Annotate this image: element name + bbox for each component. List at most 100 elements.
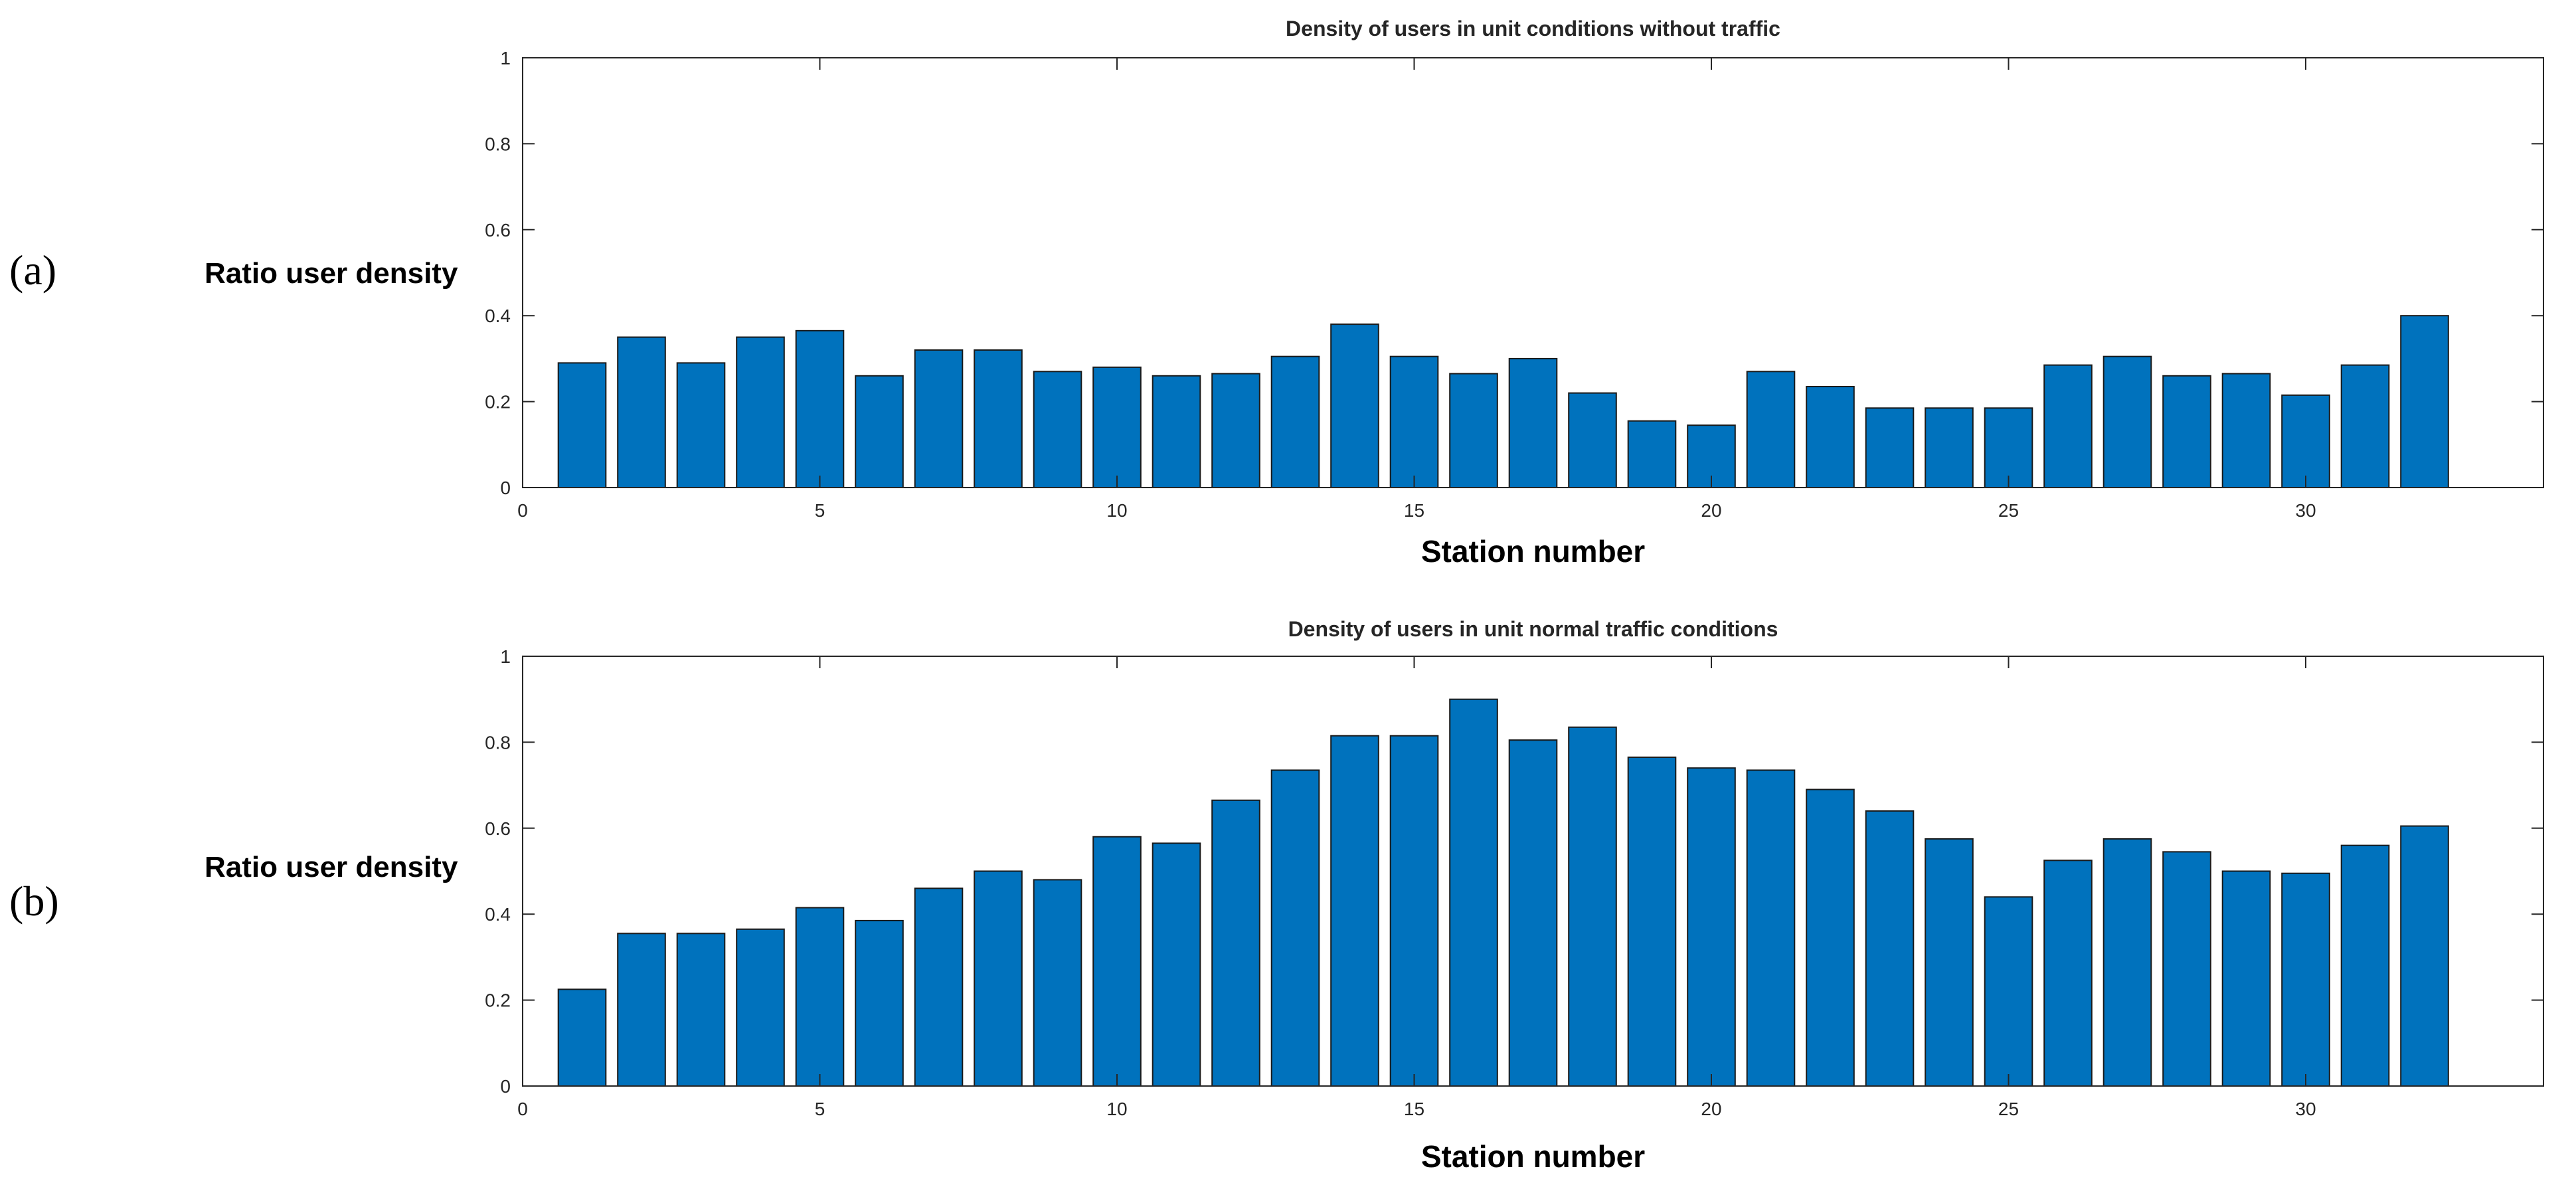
chart1-bar-16 [1449, 698, 1498, 1087]
chart1-ytick-label-0.8: 0.8 [485, 732, 511, 753]
chart1-bar-3 [676, 933, 726, 1087]
chart0-bar-4 [736, 336, 785, 488]
chart1-bar-30 [2281, 872, 2330, 1087]
chart1-bar-23 [1865, 810, 1915, 1087]
chart0-xtick-label-30: 30 [2295, 500, 2316, 521]
chart1-plot-area [522, 656, 2544, 1087]
chart0-bar-2 [617, 336, 666, 488]
chart1-ytick-label-0.6: 0.6 [485, 818, 511, 839]
chart1-ytick-label-0.2: 0.2 [485, 990, 511, 1011]
chart0-ytick-label-0: 0 [500, 478, 511, 498]
panel-label-b: (b) [9, 877, 59, 925]
chart0-bar-14 [1330, 323, 1379, 489]
chart1-bar-29 [2221, 870, 2271, 1087]
chart0-bar-19 [1627, 420, 1677, 489]
chart1-bar-26 [2043, 860, 2093, 1087]
chart0-xtick-label-10: 10 [1106, 500, 1127, 521]
chart1-bar-28 [2162, 851, 2211, 1087]
chart1-ytick-label-1: 1 [500, 646, 511, 667]
chart1-xtick-label-10: 10 [1106, 1099, 1127, 1119]
chart1-bar-21 [1746, 769, 1796, 1087]
chart1-bar-7 [914, 887, 964, 1087]
chart0-ylabel: Ratio user density [205, 257, 458, 290]
chart1-xlabel: Station number [1421, 1139, 1645, 1174]
chart0-ytick-label-0.8: 0.8 [485, 134, 511, 154]
chart1-title: Density of users in unit normal traffic … [1288, 617, 1778, 641]
chart1-bar-10 [1092, 836, 1142, 1087]
chart0-xtick-label-25: 25 [1998, 500, 2019, 521]
chart1-bar-9 [1033, 879, 1082, 1087]
chart0-bar-18 [1568, 392, 1617, 488]
chart0-bar-15 [1389, 355, 1439, 488]
chart1-bar-15 [1389, 735, 1439, 1087]
chart0-xtick-label-20: 20 [1701, 500, 1721, 521]
chart1-bar-18 [1568, 726, 1617, 1087]
chart0-xlabel: Station number [1421, 534, 1645, 569]
chart0-bar-23 [1865, 407, 1915, 488]
chart1-bar-27 [2103, 838, 2152, 1087]
chart0-bar-26 [2043, 364, 2093, 488]
chart0-bar-25 [1984, 407, 2033, 488]
chart1-xtick-label-20: 20 [1701, 1099, 1721, 1119]
chart0-bar-13 [1270, 355, 1320, 488]
chart1-bar-31 [2340, 844, 2390, 1087]
chart1-xtick-label-0: 0 [517, 1099, 528, 1119]
chart0-bar-10 [1092, 366, 1142, 489]
chart1-bar-2 [617, 933, 666, 1087]
chart0-bar-6 [855, 375, 904, 489]
chart1-bar-1 [557, 988, 607, 1087]
chart1-xtick-label-15: 15 [1404, 1099, 1424, 1119]
chart0-bar-28 [2162, 375, 2211, 489]
chart-b: Density of users in unit normal traffic … [205, 617, 2544, 1174]
chart1-bar-24 [1925, 838, 1974, 1087]
chart1-ylabel: Ratio user density [205, 851, 458, 883]
chart0-bar-32 [2400, 315, 2449, 488]
chart1-bar-12 [1211, 799, 1260, 1087]
chart0-bar-21 [1746, 371, 1796, 488]
chart1-bar-17 [1508, 739, 1558, 1087]
chart0-bar-8 [974, 349, 1023, 489]
chart0-bar-7 [914, 349, 964, 489]
chart1-bar-14 [1330, 735, 1379, 1087]
chart0-bar-30 [2281, 394, 2330, 489]
chart1-bar-4 [736, 928, 785, 1087]
panel-label-a: (a) [9, 246, 56, 294]
chart0-ytick-label-0.4: 0.4 [485, 306, 511, 326]
chart1-bar-6 [855, 919, 904, 1087]
chart0-bar-16 [1449, 373, 1498, 488]
chart0-bar-1 [557, 362, 607, 488]
chart1-xtick-label-30: 30 [2295, 1099, 2316, 1119]
chart1-ytick-label-0.4: 0.4 [485, 904, 511, 925]
chart0-bar-12 [1211, 373, 1260, 488]
chart0-bar-22 [1806, 385, 1855, 489]
chart0-bar-11 [1152, 375, 1201, 489]
chart1-bar-22 [1806, 788, 1855, 1087]
chart1-xtick-label-5: 5 [815, 1099, 825, 1119]
chart0-xtick-label-0: 0 [517, 500, 528, 521]
chart0-bar-17 [1508, 357, 1558, 489]
chart0-bar-24 [1925, 407, 1974, 488]
chart0-xtick-label-15: 15 [1404, 500, 1424, 521]
chart0-bar-3 [676, 362, 726, 488]
chart0-ytick-label-0.6: 0.6 [485, 220, 511, 240]
chart1-bar-8 [974, 870, 1023, 1087]
chart1-bar-11 [1152, 842, 1201, 1087]
chart1-bar-25 [1984, 896, 2033, 1087]
chart1-bar-13 [1270, 769, 1320, 1087]
chart1-xtick-label-25: 25 [1998, 1099, 2019, 1119]
chart0-ytick-label-0.2: 0.2 [485, 392, 511, 412]
chart1-bar-5 [795, 907, 845, 1087]
chart0-bar-29 [2221, 373, 2271, 488]
chart1-bar-19 [1627, 757, 1677, 1087]
chart0-ytick-label-1: 1 [500, 48, 511, 68]
chart1-bar-20 [1687, 767, 1736, 1087]
chart1-ytick-label-0: 0 [500, 1076, 511, 1097]
chart0-bar-5 [795, 329, 845, 488]
chart1-bar-32 [2400, 825, 2449, 1087]
chart0-bar-31 [2340, 364, 2390, 488]
chart0-bar-27 [2103, 355, 2152, 488]
chart0-bar-9 [1033, 371, 1082, 488]
chart0-xtick-label-5: 5 [815, 500, 825, 521]
chart0-title: Density of users in unit conditions with… [1286, 17, 1780, 41]
